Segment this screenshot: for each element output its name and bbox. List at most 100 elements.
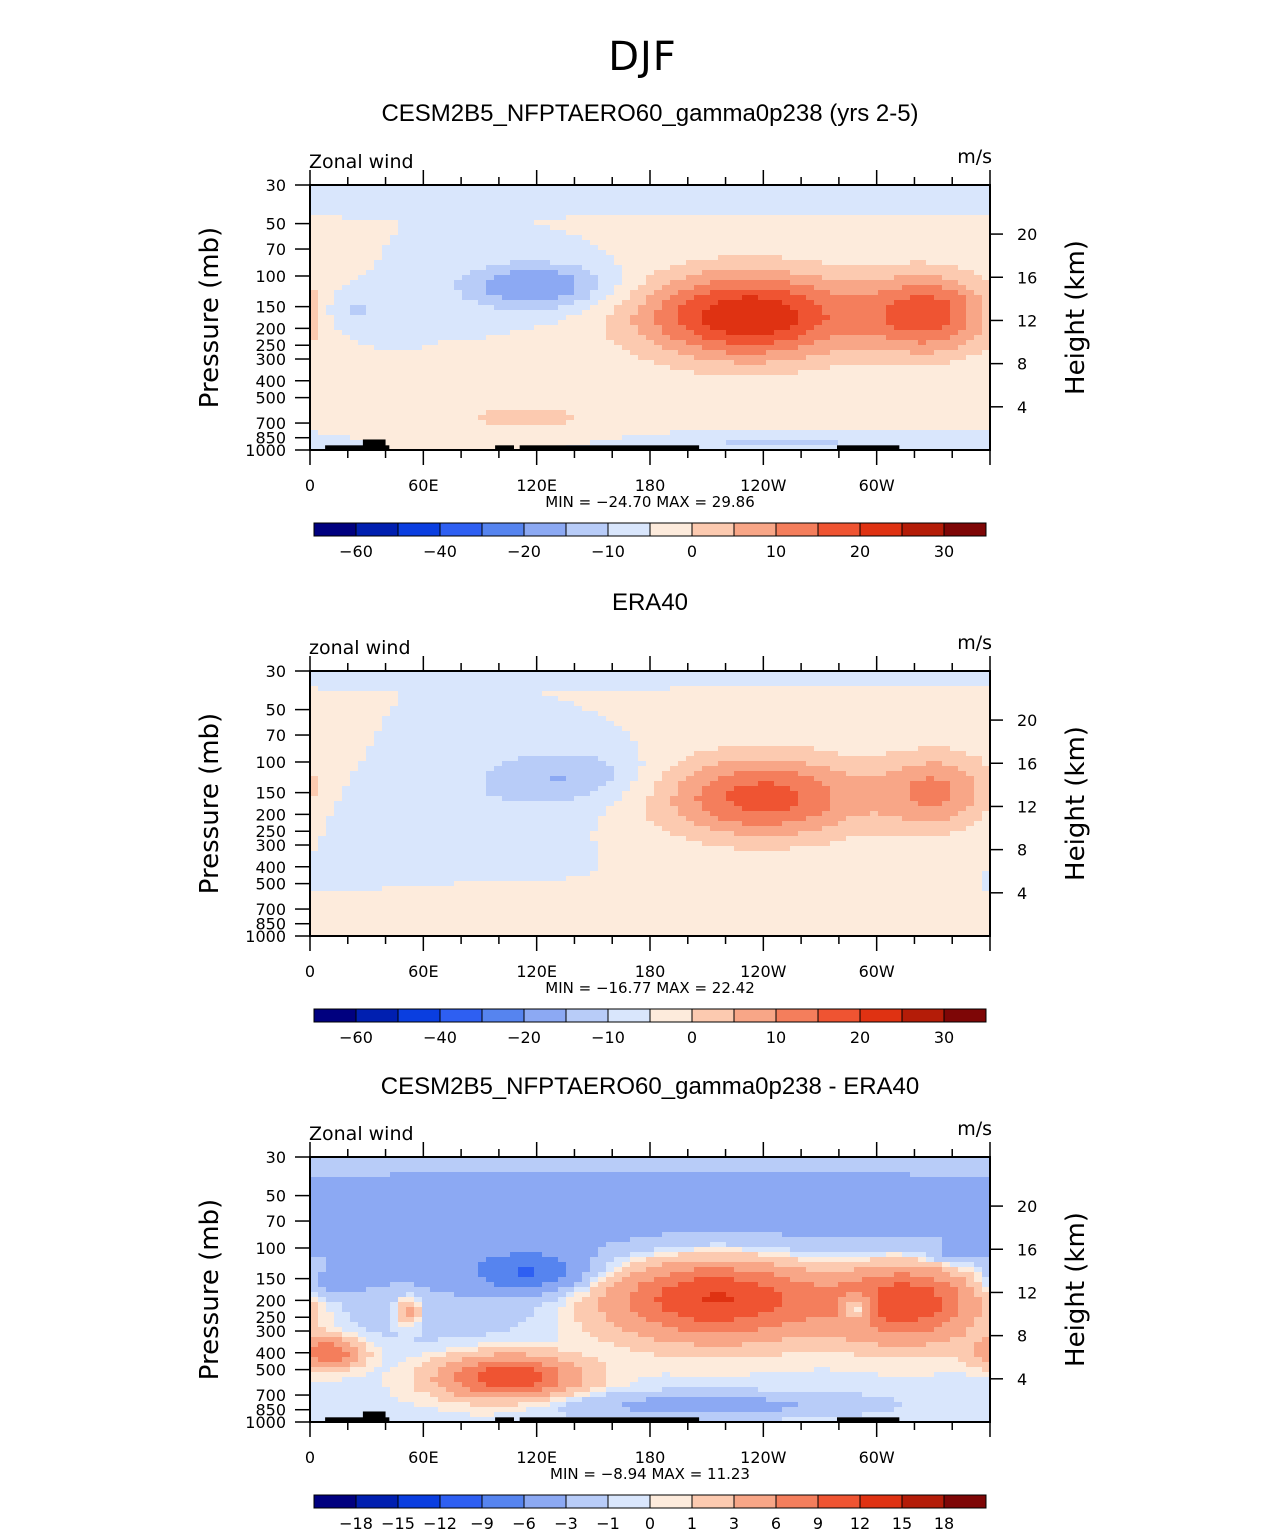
field-cell [374,355,383,361]
field-cell [486,215,495,221]
field-cell [398,435,407,441]
field-cell [638,410,647,416]
field-cell [550,280,559,286]
field-cell [414,345,423,351]
field-cell [670,250,679,256]
field-cell [334,435,343,441]
field-cell [678,305,687,311]
field-cell [982,285,991,291]
field-cell [878,355,887,361]
field-cell [382,240,391,246]
field-cell [766,420,775,426]
field-cell [630,410,639,416]
field-cell [806,245,815,251]
field-cell [622,190,631,196]
field-cell [382,691,391,697]
field-cell [974,385,983,391]
field-cell [438,250,447,256]
field-cell [862,280,871,286]
field-cell [910,245,919,251]
field-cell [598,345,607,351]
field-cell [950,210,959,216]
field-cell [350,215,359,221]
field-cell [622,185,631,191]
field-cell [342,265,351,271]
field-cell [334,335,343,341]
field-cell [750,285,759,291]
field-cell [726,676,735,682]
field-cell [510,390,519,396]
field-cell [422,295,431,301]
field-cell [398,415,407,421]
field-cell [814,435,823,441]
field-cell [702,200,711,206]
field-cell [870,410,879,416]
field-cell [742,280,751,286]
field-cell [598,325,607,331]
field-cell [382,375,391,381]
field-cell [542,370,551,376]
field-cell [942,315,951,321]
field-cell [974,305,983,311]
field-cell [518,435,527,441]
field-cell [566,190,575,196]
field-cell [766,681,775,687]
colorbar-box [691,522,735,537]
field-cell [566,335,575,341]
field-cell [638,305,647,311]
field-cell [734,400,743,406]
field-cell [718,330,727,336]
field-cell [926,315,935,321]
field-cell [878,255,887,261]
field-cell [614,320,623,326]
field-cell [510,355,519,361]
field-cell [742,275,751,281]
field-cell [534,691,543,697]
field-cell [382,280,391,286]
field-cell [814,315,823,321]
field-cell [406,330,415,336]
field-cell [926,270,935,276]
field-cell [622,270,631,276]
field-cell [886,676,895,682]
field-cell [734,365,743,371]
field-cell [598,290,607,296]
field-cell [854,325,863,331]
field-cell [838,390,847,396]
field-cell [614,395,623,401]
field-cell [630,245,639,251]
field-cell [398,375,407,381]
field-cell [838,305,847,311]
field-cell [510,410,519,416]
field-cell [406,190,415,196]
field-cell [774,305,783,311]
field-cell [806,405,815,411]
field-cell [670,300,679,306]
field-cell [862,250,871,256]
field-cell [350,265,359,271]
field-cell [726,320,735,326]
field-cell [774,310,783,316]
field-cell [614,410,623,416]
field-cell [838,225,847,231]
field-cell [390,260,399,266]
field-cell [750,420,759,426]
field-cell [558,686,567,692]
field-cell [414,185,423,191]
field-cell [358,375,367,381]
field-cell [558,290,567,296]
field-cell [862,395,871,401]
field-cell [950,390,959,396]
field-cell [382,380,391,386]
field-cell [918,290,927,296]
field-cell [694,255,703,261]
y-tick-label: 50 [266,215,286,234]
field-cell [550,240,559,246]
field-cell [854,275,863,281]
field-cell [574,360,583,366]
field-cell [910,380,919,386]
field-cell [390,380,399,386]
field-cell [694,210,703,216]
field-cell [878,275,887,281]
field-cell [662,305,671,311]
